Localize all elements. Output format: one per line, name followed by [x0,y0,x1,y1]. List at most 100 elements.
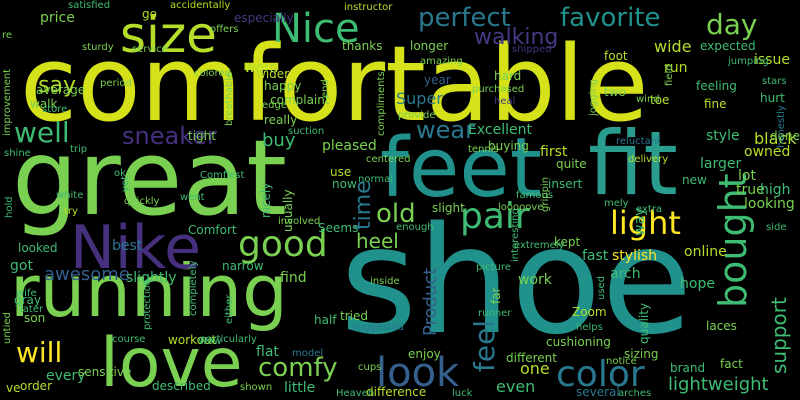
word: Comfort [188,223,237,237]
word: running [10,249,288,333]
word: toe [650,93,669,107]
word: used [596,276,607,300]
word: gray [14,293,41,307]
word: enough [396,222,434,233]
word: awesome [44,264,130,285]
word: kept [554,235,581,249]
word: compliments [376,71,387,136]
word: described [152,379,211,393]
word: centered [366,154,410,165]
word: shine [4,148,31,159]
word: pleased [322,138,377,154]
word: cups [358,362,381,373]
word: course [112,334,145,345]
word: will [16,336,62,369]
word: reluctant [616,136,661,147]
word: hold [4,196,15,218]
word: even [496,377,535,396]
word: wear [416,116,475,144]
word: good [238,224,328,265]
word: bought [711,173,755,308]
word: wide [654,37,692,56]
word: Excellent [468,122,532,138]
word: shipped [512,44,552,55]
word: extra [636,204,662,215]
word: new [682,173,707,187]
word: way [632,208,648,236]
word: ve [6,381,20,395]
word: usually [281,189,295,232]
word: runner [478,308,512,319]
word: buying [488,139,529,153]
word: difference [366,385,426,399]
word: helps [576,322,603,333]
word: provide [398,110,436,121]
word: suction [288,126,324,137]
word: feel [468,320,501,372]
word: lightweight [668,374,769,395]
word: cushioning [546,335,611,349]
word: two [604,85,626,99]
word: instructor [344,2,393,13]
word: issue [754,52,790,68]
word: luck [452,388,473,399]
word: looked [18,241,58,255]
word: best [112,238,143,254]
word: untied [2,312,13,344]
word: expected [700,39,756,53]
word: purchased [472,84,524,95]
word: later [20,304,44,315]
word: support [767,297,791,374]
word: Super [396,89,443,108]
word: quickly [124,196,160,207]
word: Zoom [572,305,607,319]
word: trip [70,144,87,155]
word: involved [278,216,320,227]
word: jumping [727,56,769,67]
word: completely [188,261,199,316]
word: mely [604,198,629,209]
word: hurt [760,91,785,105]
word: flat [256,344,279,360]
word: favorite [560,3,660,33]
word: well [14,116,70,149]
word: Seems [318,221,358,235]
word: yet [120,176,131,192]
word: price [40,10,75,26]
word: period [100,78,132,89]
word: picture [476,262,511,273]
word: protection [142,279,153,330]
word: especially [234,11,294,25]
word: foot [604,49,628,63]
word: sizing [624,347,658,361]
word: larger [700,156,741,172]
word: year [424,73,451,87]
word: Product [420,268,441,336]
word: colored [194,68,231,79]
word: arch [610,266,641,282]
word: inside [370,276,400,287]
word: size [120,6,217,64]
word: field [664,64,675,86]
word: thanks [342,39,382,53]
word: find [280,270,307,286]
word: particularly [200,334,257,345]
word: son [24,311,45,325]
word: try [64,206,78,217]
word: quite [556,157,587,171]
word: love [100,324,243,400]
word: extremely [514,240,565,251]
word: insert [548,177,583,191]
word: say [38,73,76,98]
word: black [754,129,797,148]
word: happy [264,79,301,93]
word: Nike [70,213,201,283]
word: owned [744,144,790,160]
word: famous [516,190,553,201]
word: stylish [612,248,657,264]
word: buy [262,130,296,151]
word: hope [680,276,715,292]
word: worn [244,60,278,76]
